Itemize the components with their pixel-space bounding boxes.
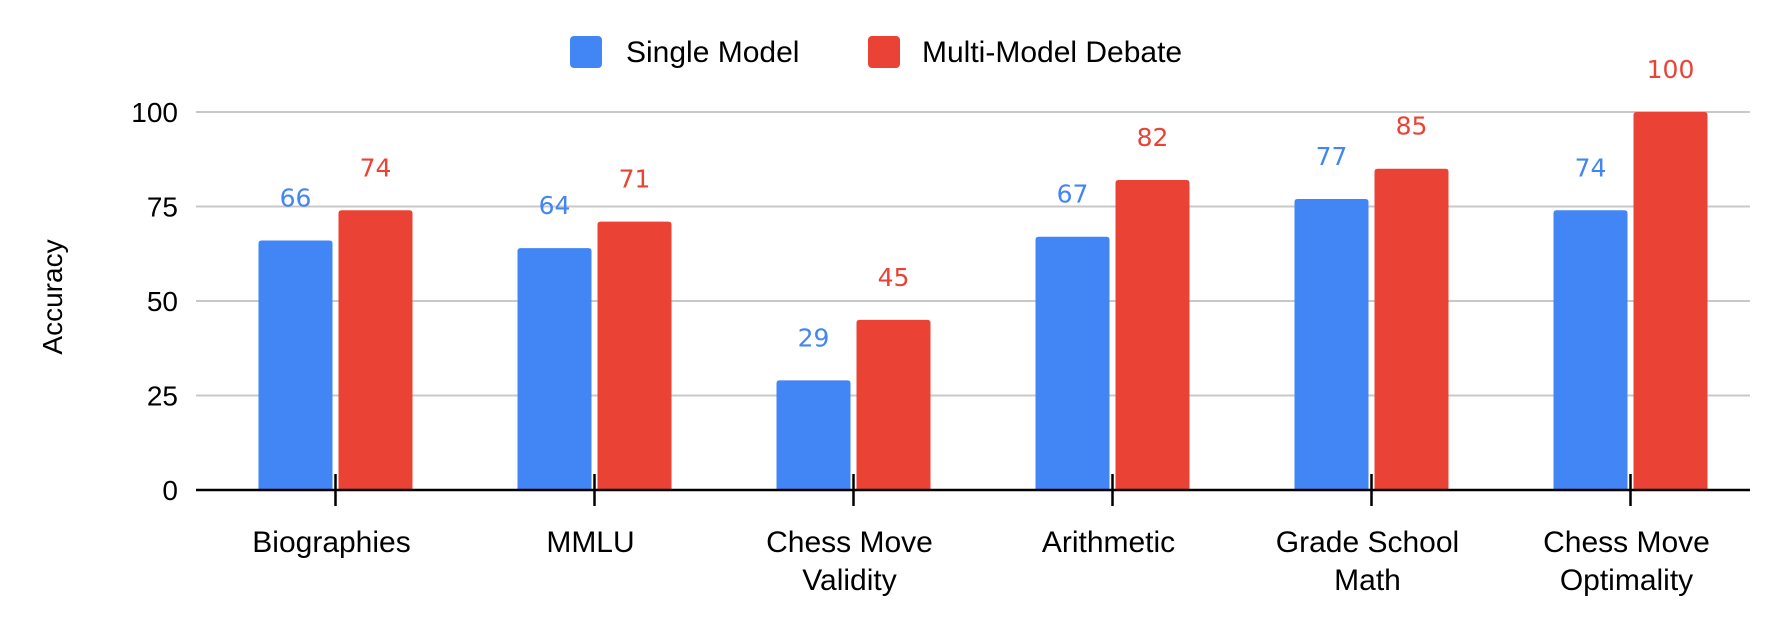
bar-multi-model-debate bbox=[856, 319, 931, 490]
x-category-label: Chess Move bbox=[1543, 526, 1710, 559]
data-label: 64 bbox=[539, 191, 571, 220]
bar-multi-model-debate bbox=[1374, 168, 1449, 490]
bar-single-model bbox=[1294, 198, 1369, 490]
legend-label: Single Model bbox=[626, 36, 799, 69]
bar-multi-model-debate bbox=[338, 210, 413, 490]
bar-single-model bbox=[517, 248, 592, 490]
x-axis-categories: Biographies MMLU Chess Move Validity Arithme… bbox=[252, 526, 1710, 597]
data-label: 77 bbox=[1316, 142, 1348, 171]
grid-lines bbox=[196, 111, 1750, 397]
legend: Single Model Multi-Model Debate bbox=[570, 36, 1182, 69]
bar-multi-model-debate bbox=[1115, 180, 1190, 491]
bar-single-model bbox=[1035, 236, 1110, 490]
x-category-label: Optimality bbox=[1560, 564, 1693, 597]
data-label: 29 bbox=[798, 323, 830, 352]
y-tick-label: 0 bbox=[162, 475, 178, 506]
y-axis-ticks: 0 25 50 75 100 bbox=[131, 97, 178, 506]
x-category-label: Biographies bbox=[252, 526, 410, 559]
bars bbox=[258, 112, 1708, 491]
x-category-label: MMLU bbox=[546, 526, 634, 559]
bar-multi-model-debate bbox=[1633, 112, 1708, 490]
bar-single-model bbox=[1553, 210, 1628, 490]
data-label: 71 bbox=[619, 165, 651, 194]
x-category-label: Math bbox=[1334, 564, 1401, 597]
legend-swatch bbox=[570, 36, 602, 68]
data-label: 74 bbox=[1575, 153, 1607, 182]
legend-swatch bbox=[868, 36, 900, 68]
x-axis bbox=[196, 474, 1750, 506]
x-category-label: Grade School bbox=[1276, 526, 1459, 559]
x-category-label: Arithmetic bbox=[1042, 526, 1175, 559]
legend-label: Multi-Model Debate bbox=[922, 36, 1182, 69]
y-tick-label: 75 bbox=[147, 192, 178, 223]
data-labels: 66 74 64 71 29 45 67 82 77 85 74 100 bbox=[280, 55, 1695, 352]
y-tick-label: 25 bbox=[147, 381, 178, 412]
bar-single-model bbox=[776, 380, 851, 490]
bar-multi-model-debate bbox=[597, 221, 672, 490]
y-tick-label: 50 bbox=[147, 286, 178, 317]
data-label: 82 bbox=[1137, 123, 1169, 152]
data-label: 74 bbox=[360, 153, 392, 182]
y-tick-label: 100 bbox=[131, 97, 178, 128]
data-label: 100 bbox=[1647, 55, 1695, 84]
y-axis-title: Accuracy bbox=[37, 239, 68, 354]
data-label: 66 bbox=[280, 184, 312, 213]
x-category-label: Chess Move bbox=[766, 526, 933, 559]
data-label: 67 bbox=[1057, 180, 1089, 209]
data-label: 45 bbox=[878, 263, 910, 292]
bar-single-model bbox=[258, 240, 333, 490]
x-category-label: Validity bbox=[802, 564, 896, 597]
data-label: 85 bbox=[1396, 112, 1428, 141]
